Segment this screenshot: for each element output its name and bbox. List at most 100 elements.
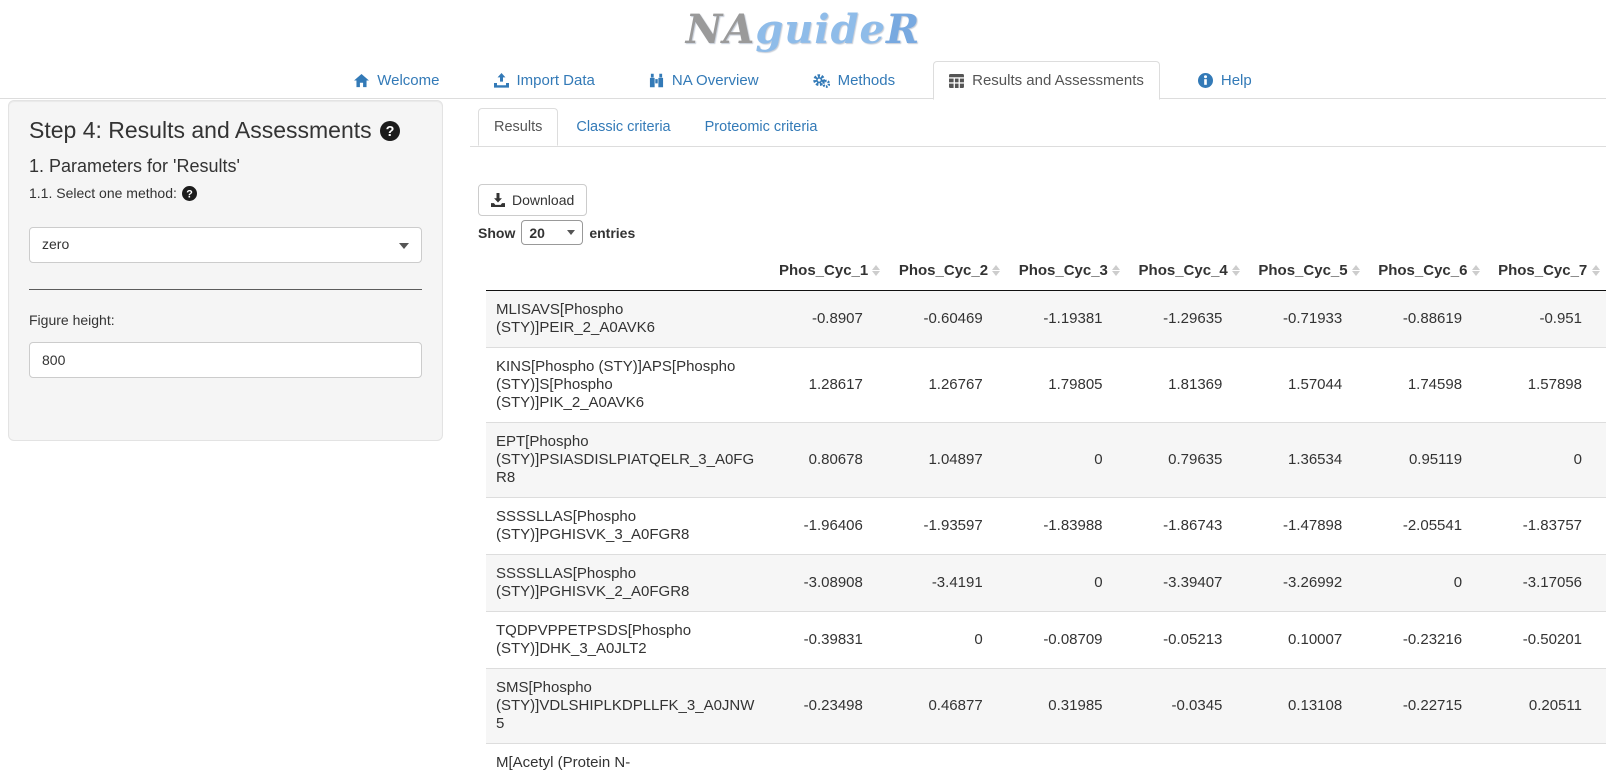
table-row: M[Acetyl (Protein N-term)]NPVYSPGSSGVPY[… [486, 743, 1606, 773]
cell-value: 1.04897 [888, 422, 1009, 498]
cell-value: 0 [1488, 422, 1606, 498]
column-header-phos-cyc-6[interactable]: Phos_Cyc_6 [1368, 251, 1489, 291]
nav-tab-welcome[interactable]: Welcome [338, 61, 455, 100]
cell-value: 0.95119 [1368, 422, 1489, 498]
table-row: KINS[Phospho (STY)]APS[Phospho (STY)]S[P… [486, 347, 1606, 423]
subtab-proteomic-criteria[interactable]: Proteomic criteria [704, 119, 818, 135]
cell-value: -3.08908 [769, 554, 889, 612]
upload-icon [493, 73, 509, 88]
table-row: SMS[Phospho (STY)]VDLSHIPLKDPLLFK_3_A0JN… [486, 668, 1606, 744]
figure-height-input[interactable] [29, 342, 422, 378]
sort-icon [1471, 264, 1480, 278]
column-header-label: Phos_Cyc_2 [898, 262, 989, 279]
home-icon [354, 73, 370, 88]
cell-value: -1.29635 [1128, 290, 1249, 348]
nav-tab-methods[interactable]: Methods [797, 61, 912, 100]
nav-tab-na-overview[interactable]: NA Overview [633, 61, 775, 100]
cell-value: -0.8907 [769, 290, 889, 348]
cell-value: -0.71933 [1248, 290, 1369, 348]
cell-value: -1.47898 [1248, 497, 1369, 555]
row-label: KINS[Phospho (STY)]APS[Phospho (STY)]S[P… [486, 347, 769, 423]
table-row: SSSSLLAS[Phospho (STY)]PGHISVK_2_A0FGR8-… [486, 554, 1606, 612]
cell-value: -1.37948 [1008, 743, 1129, 773]
column-header-label: Phos_Cyc_5 [1258, 262, 1348, 279]
nav-tab-help[interactable]: Help [1182, 61, 1268, 100]
page-length-value: 20 [529, 224, 545, 241]
cell-value: 1.79805 [1008, 347, 1129, 423]
cell-value: -1.87464 [769, 743, 889, 773]
sidebar-subtitle: 1. Parameters for 'Results' [29, 156, 240, 176]
column-header-phos-cyc-1[interactable]: Phos_Cyc_1 [769, 251, 889, 291]
sort-icon [1591, 264, 1600, 278]
table-row: MLISAVS[Phospho (STY)]PEIR_2_A0AVK6 -0.89… [486, 290, 1606, 348]
subtab-classic-criteria[interactable]: Classic criteria [576, 119, 671, 135]
sort-icon [1231, 264, 1240, 278]
column-header-phos-cyc-3[interactable]: Phos_Cyc_3 [1008, 251, 1129, 291]
cell-value: -0.23216 [1368, 611, 1489, 669]
cell-value: 1.81369 [1128, 347, 1249, 423]
nav-tab-label: Import Data [516, 72, 595, 89]
nav-tab-import-data[interactable]: Import Data [478, 61, 611, 100]
cell-value: 0.79635 [1128, 422, 1249, 498]
divider [29, 289, 422, 290]
table-row: SSSSLLAS[Phospho (STY)]PGHISVK_3_A0FGR8 -… [486, 497, 1606, 555]
cell-value: 0.31985 [1008, 668, 1129, 744]
app-logo: NAguideR [686, 6, 921, 53]
results-tab-pane: Download Show 20 entries Phos_Cyc_1 Phos_… [470, 147, 1606, 773]
binoculars-icon [649, 73, 664, 88]
help-icon[interactable]: ? [181, 185, 197, 201]
cell-value: -0.39831 [769, 611, 889, 669]
entries-label: entries [589, 224, 636, 241]
nav-tab-label: Welcome [377, 72, 440, 89]
results-table: Phos_Cyc_1 Phos_Cyc_2 Phos_Cyc_3 Phos_Cyc_4… [486, 251, 1606, 773]
table-row: TQDPVPPETPSDS[Phospho (STY)]DHK_3_A0JLT2… [486, 611, 1606, 669]
svg-text:?: ? [385, 124, 394, 140]
cell-value: -0.23498 [769, 668, 889, 744]
cell-value: -1.96563 [1248, 743, 1369, 773]
method-select[interactable]: zero [29, 227, 422, 263]
cell-value: -0.22715 [1368, 668, 1489, 744]
cell-value: -1.19381 [1008, 290, 1129, 348]
table-length-control: Show 20 entries [478, 220, 1598, 245]
table-icon [949, 73, 965, 88]
page-length-select[interactable]: 20 [521, 220, 584, 245]
cell-value: 1.26767 [888, 347, 1009, 423]
sort-icon [1351, 264, 1360, 278]
column-header-phos-cyc-5[interactable]: Phos_Cyc_5 [1248, 251, 1369, 291]
cell-value: -0.0345 [1128, 668, 1249, 744]
column-header-phos-cyc-2[interactable]: Phos_Cyc_2 [888, 251, 1009, 291]
svg-text:?: ? [186, 188, 193, 200]
method-label: 1.1. Select one method:? [29, 185, 422, 201]
logo-part-r: R [886, 6, 921, 53]
cell-value: -0.60469 [888, 290, 1009, 348]
cell-value: -2.05541 [1368, 497, 1489, 555]
subtab-results[interactable]: Results [478, 108, 559, 146]
sidebar-panel: Step 4: Results and Assessments? 1. Para… [8, 100, 443, 441]
logo-part-guide: guide [755, 6, 887, 53]
nav-tab-label: Help [1220, 72, 1252, 89]
cell-value: 1.36534 [1248, 422, 1369, 498]
row-label: SSSSLLAS[Phospho (STY)]PGHISVK_3_A0FGR8 [486, 497, 769, 555]
column-header-phos-cyc-7[interactable]: Phos_Cyc_7 [1488, 251, 1606, 291]
cell-value: -0.08709 [1008, 611, 1129, 669]
cell-value: -1.86743 [1128, 497, 1249, 555]
help-icon[interactable]: ? [379, 120, 400, 141]
column-header-rowname[interactable] [486, 251, 769, 291]
chevron-down-icon [399, 243, 409, 249]
cell-value: 0.20511 [1488, 668, 1606, 744]
cell-value: -0.88619 [1368, 290, 1489, 348]
cell-value: 0.80678 [769, 422, 889, 498]
cell-value: 0.46877 [888, 668, 1009, 744]
column-header-label: Phos_Cyc_6 [1378, 262, 1468, 279]
cell-value: -3.39407 [1128, 554, 1249, 612]
download-icon [491, 193, 505, 207]
row-label: SMS[Phospho (STY)]VDLSHIPLKDPLLFK_3_A0JN… [486, 668, 769, 744]
cell-value: 0.13108 [1248, 668, 1369, 744]
column-header-phos-cyc-4[interactable]: Phos_Cyc_4 [1128, 251, 1249, 291]
column-header-label: Phos_Cyc_3 [1018, 262, 1108, 279]
cell-value: -0.05213 [1128, 611, 1249, 669]
app-header: NAguideR [0, 0, 1606, 58]
cell-value: 1.28617 [769, 347, 889, 423]
download-button[interactable]: Download [478, 184, 588, 216]
nav-tab-results-and-assessments[interactable]: Results and Assessments [933, 61, 1160, 100]
